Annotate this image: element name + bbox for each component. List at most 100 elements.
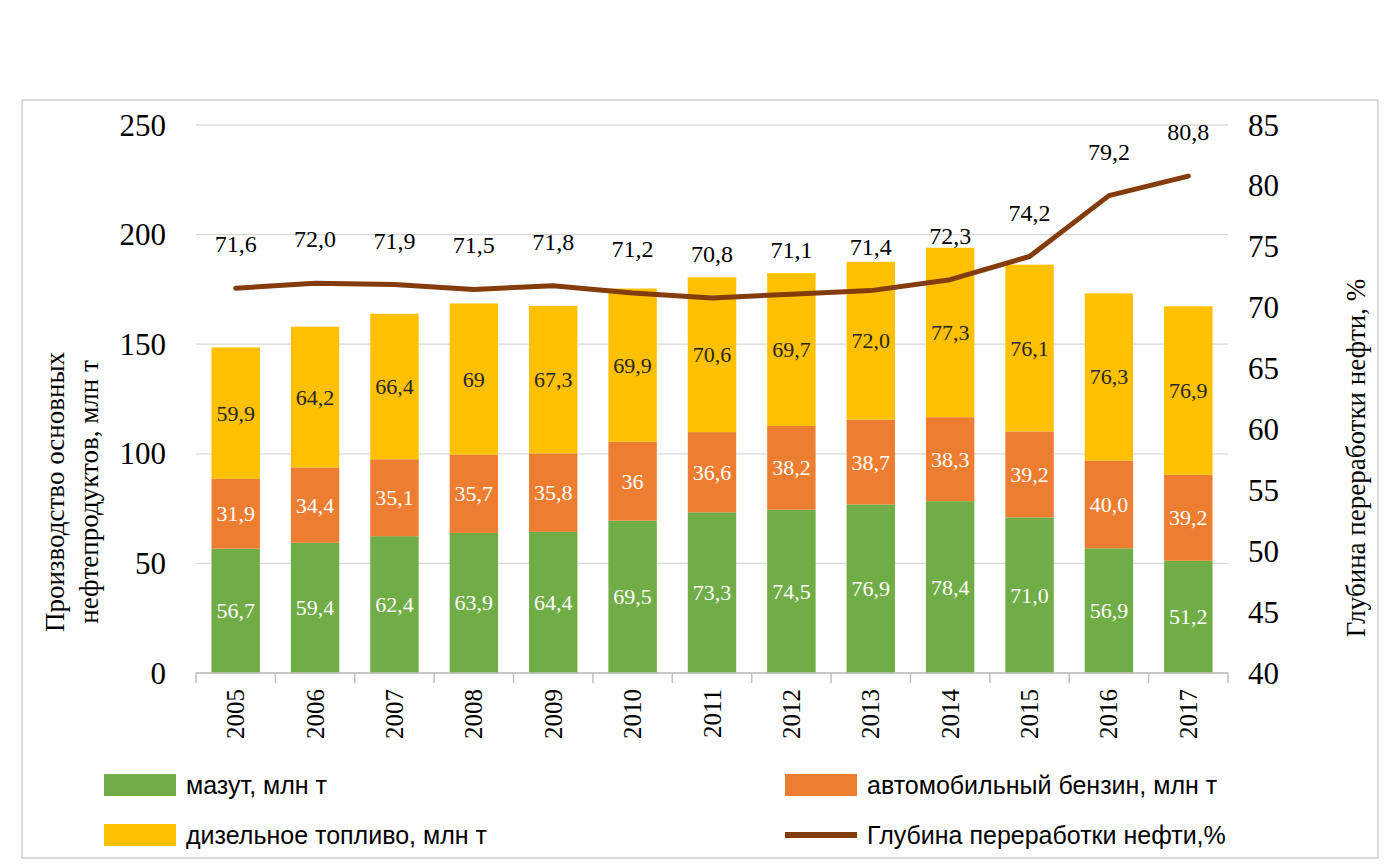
line-label: 79,2 <box>1088 139 1130 165</box>
line-label: 74,2 <box>1009 200 1051 226</box>
x-tick-separator <box>275 673 277 683</box>
bar <box>291 467 339 542</box>
x-tick-separator <box>433 673 435 683</box>
bar <box>1085 461 1133 549</box>
legend-label: Глубина переработки нефти,% <box>867 821 1226 849</box>
line-label: 71,6 <box>215 231 257 257</box>
data-label: 62,4 <box>375 592 414 617</box>
chart-frame <box>22 100 1378 858</box>
data-label: 69,9 <box>613 353 652 378</box>
data-label: 31,9 <box>216 501 255 526</box>
x-tick-separator <box>989 673 991 683</box>
data-label: 76,1 <box>1010 336 1049 361</box>
data-label: 35,1 <box>375 485 414 510</box>
data-label: 39,2 <box>1169 505 1208 530</box>
legend-label: дизельное топливо, млн т <box>186 821 487 849</box>
x-tick-separator <box>1068 673 1070 683</box>
y-tick-label: 150 <box>120 327 167 362</box>
line-label: 71,4 <box>850 234 892 260</box>
y-tick-label: 100 <box>120 436 167 471</box>
y2-tick-label: 55 <box>1248 473 1279 508</box>
y-tick-label: 200 <box>120 217 167 252</box>
x-tick-separator <box>513 673 515 683</box>
bar <box>1005 517 1053 673</box>
bar <box>767 426 815 510</box>
legend-label: мазут, млн т <box>186 771 328 799</box>
data-label: 56,9 <box>1090 598 1129 623</box>
bar <box>1005 265 1053 432</box>
bar <box>370 459 418 536</box>
y2-tick-label: 75 <box>1248 229 1279 264</box>
line-label: 80,8 <box>1167 119 1209 145</box>
line-label: 71,9 <box>373 228 415 254</box>
data-label: 59,9 <box>216 401 255 426</box>
data-label: 56,7 <box>216 598 255 623</box>
y2-tick-label: 80 <box>1248 168 1279 203</box>
bar <box>688 277 736 432</box>
bar <box>926 417 974 501</box>
data-label: 63,9 <box>455 590 494 615</box>
y-axis-label: нефтепродуктов, млн т <box>74 360 104 624</box>
x-tick-separator <box>910 673 912 683</box>
data-label: 35,8 <box>534 480 573 505</box>
x-tick-separator <box>672 673 674 683</box>
x-tick-label: 2011 <box>699 689 726 738</box>
x-tick-label: 2008 <box>460 689 487 739</box>
bar <box>608 521 656 673</box>
grid-line <box>196 672 1228 673</box>
y2-tick <box>1228 125 1232 126</box>
x-axis <box>196 672 1228 674</box>
x-tick-separator <box>354 673 356 683</box>
y2-tick <box>1228 612 1232 613</box>
y2-tick <box>1228 429 1232 430</box>
x-tick-label: 2006 <box>302 689 329 739</box>
line-label: 71,2 <box>612 236 654 262</box>
y-axis-label: Производство основных <box>40 351 70 632</box>
y2-tick-label: 85 <box>1248 108 1279 143</box>
legend-swatch <box>785 774 857 796</box>
x-tick-label: 2009 <box>540 689 567 739</box>
bar <box>688 512 736 673</box>
bar <box>450 455 498 533</box>
data-label: 64,4 <box>534 590 573 615</box>
data-label: 77,3 <box>931 320 970 345</box>
bar <box>608 289 656 442</box>
data-label: 38,7 <box>852 450 891 475</box>
bar <box>529 532 577 673</box>
data-label: 59,4 <box>296 595 335 620</box>
bar <box>450 533 498 673</box>
labels: 56,759,462,463,964,469,573,374,576,978,4… <box>215 119 1210 629</box>
x-tick-label: 2014 <box>937 689 964 740</box>
line-label: 71,8 <box>532 229 574 255</box>
x-tick-label: 2016 <box>1095 689 1122 739</box>
data-label: 76,3 <box>1090 364 1129 389</box>
y-tick-label: 0 <box>151 656 167 691</box>
data-label: 64,2 <box>296 385 335 410</box>
bar <box>450 303 498 454</box>
y2-axis-label: Глубина переработки нефти, % <box>1341 279 1371 637</box>
data-label: 39,2 <box>1010 462 1049 487</box>
bar <box>926 501 974 673</box>
x-tick-label: 2012 <box>778 689 805 739</box>
y2-tick-label: 45 <box>1248 595 1279 630</box>
bar <box>847 420 895 505</box>
x-tick-separator <box>830 673 832 683</box>
y2-tick-label: 70 <box>1248 290 1279 325</box>
chart: 0501001502002504045505560657075808556,75… <box>0 0 1388 866</box>
line-label: 72,3 <box>929 223 971 249</box>
bar <box>1164 306 1212 475</box>
data-label: 74,5 <box>772 579 811 604</box>
bar <box>211 479 259 549</box>
data-label: 34,4 <box>296 493 335 518</box>
bar <box>529 306 577 454</box>
data-label: 36,6 <box>693 460 732 485</box>
line-label: 70,8 <box>691 241 733 267</box>
bar <box>211 347 259 478</box>
x-tick-separator <box>592 673 594 683</box>
y2-tick-label: 65 <box>1248 351 1279 386</box>
bar <box>608 442 656 521</box>
x-tick-separator <box>1148 673 1150 683</box>
bar <box>1005 431 1053 517</box>
y2-tick <box>1228 185 1232 186</box>
data-label: 69,5 <box>613 584 652 609</box>
